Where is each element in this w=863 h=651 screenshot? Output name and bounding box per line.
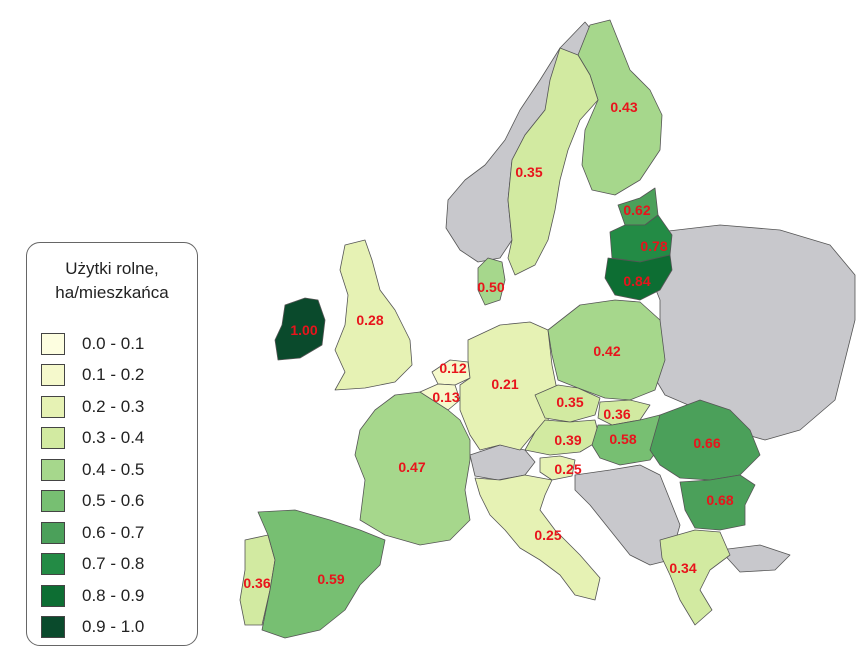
country-lithuania[interactable]	[604, 254, 673, 301]
legend-item: 0.7 - 0.8	[41, 552, 144, 576]
value-label-romania: 0.66	[693, 435, 721, 451]
legend-swatch	[41, 396, 65, 418]
value-label-bulgaria: 0.68	[706, 492, 734, 508]
value-label-finland: 0.43	[610, 99, 638, 115]
value-label-slovenia: 0.25	[554, 461, 582, 477]
legend-label: 0.5 - 0.6	[82, 491, 145, 510]
legend-title-line2: ha/mieszkańca	[55, 283, 169, 302]
value-label-poland: 0.42	[593, 343, 621, 359]
country-poland[interactable]	[547, 299, 666, 401]
legend-swatch	[41, 616, 65, 638]
value-label-greece: 0.34	[669, 560, 697, 576]
value-label-latvia: 0.78	[640, 238, 668, 254]
value-label-united-kingdom: 0.28	[356, 312, 384, 328]
country-italy[interactable]	[474, 474, 601, 601]
legend-label: 0.2 - 0.3	[82, 397, 145, 416]
country-slovenia[interactable]	[539, 455, 576, 481]
legend-swatch	[41, 333, 65, 355]
legend-label: 0.9 - 1.0	[82, 617, 145, 636]
value-label-netherlands: 0.12	[439, 360, 467, 376]
legend-label: 0.1 - 0.2	[82, 365, 145, 384]
legend-title: Użytki rolne, ha/mieszkańca	[27, 257, 197, 305]
legend-label: 0.8 - 0.9	[82, 586, 145, 605]
value-label-hungary: 0.58	[609, 431, 637, 447]
value-label-sweden: 0.35	[515, 164, 543, 180]
legend-swatch	[41, 553, 65, 575]
legend-item: 0.2 - 0.3	[41, 395, 144, 419]
country-bulgaria[interactable]	[679, 474, 756, 531]
value-label-france: 0.47	[398, 459, 426, 475]
value-label-denmark: 0.50	[477, 279, 505, 295]
legend-swatch	[41, 522, 65, 544]
value-label-lithuania: 0.84	[623, 273, 651, 289]
country-denmark[interactable]	[477, 257, 506, 306]
country-spain[interactable]	[257, 509, 386, 639]
legend-item: 0.4 - 0.5	[41, 458, 144, 482]
legend-item: 0.8 - 0.9	[41, 584, 144, 608]
legend-item: 0.1 - 0.2	[41, 363, 144, 387]
value-label-germany: 0.21	[491, 376, 519, 392]
legend-swatch	[41, 364, 65, 386]
legend-swatch	[41, 490, 65, 512]
country-ireland[interactable]	[274, 297, 326, 361]
legend-item: 0.6 - 0.7	[41, 521, 144, 545]
value-label-italy: 0.25	[534, 527, 562, 543]
legend-label: 0.6 - 0.7	[82, 523, 145, 542]
legend-swatch	[41, 427, 65, 449]
value-label-estonia: 0.62	[623, 202, 651, 218]
legend-swatch	[41, 585, 65, 607]
country-greece[interactable]	[659, 529, 731, 626]
value-label-slovakia: 0.36	[603, 406, 631, 422]
legend-item: 0.3 - 0.4	[41, 426, 144, 450]
legend-title-line1: Użytki rolne,	[65, 259, 159, 278]
legend-item: 0.5 - 0.6	[41, 489, 144, 513]
legend-label: 0.3 - 0.4	[82, 428, 145, 447]
value-label-belgium: 0.13	[432, 389, 460, 405]
legend-label: 0.0 - 0.1	[82, 334, 145, 353]
country-czechia[interactable]	[534, 384, 601, 423]
value-label-portugal: 0.36	[243, 575, 271, 591]
country-germany[interactable]	[459, 321, 559, 451]
value-label-austria: 0.39	[554, 432, 582, 448]
country-sweden[interactable]	[507, 47, 599, 276]
country-turkey[interactable]	[719, 544, 791, 573]
legend-label: 0.4 - 0.5	[82, 460, 145, 479]
value-label-czechia: 0.35	[556, 394, 584, 410]
value-label-spain: 0.59	[317, 571, 345, 587]
country-united-kingdom[interactable]	[334, 239, 413, 391]
legend-item: 0.9 - 1.0	[41, 615, 144, 639]
legend-item: 0.0 - 0.1	[41, 332, 144, 356]
map-legend: Użytki rolne, ha/mieszkańca 0.0 - 0.1 0.…	[26, 242, 198, 646]
country-france[interactable]	[354, 391, 471, 546]
legend-label: 0.7 - 0.8	[82, 554, 145, 573]
value-label-ireland: 1.00	[290, 322, 318, 338]
legend-swatch	[41, 459, 65, 481]
